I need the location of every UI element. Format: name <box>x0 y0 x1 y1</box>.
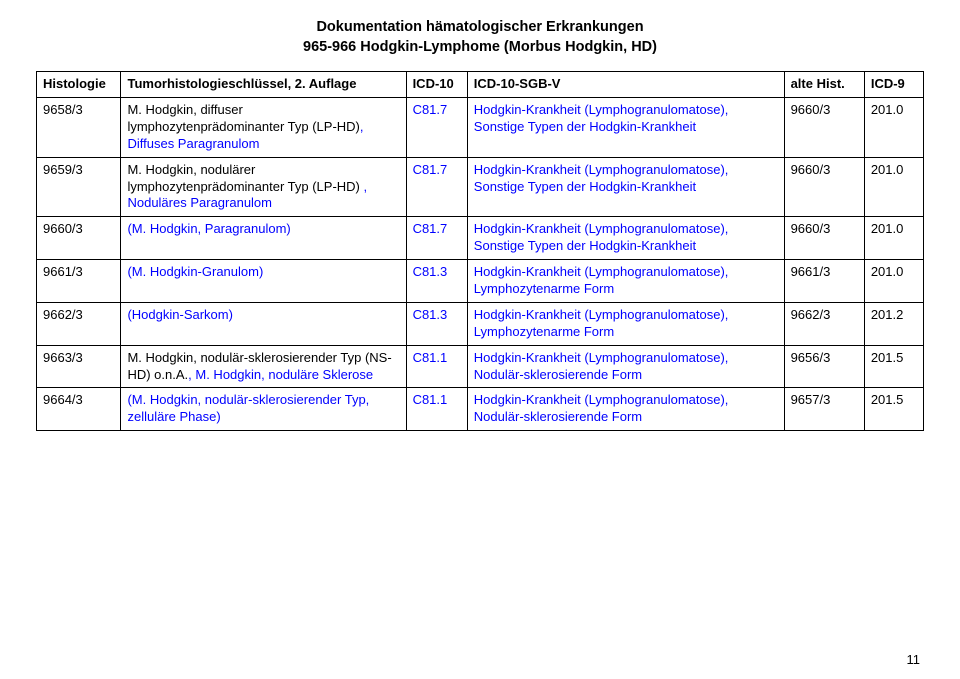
table-row: 9662/3 (Hodgkin-Sarkom) C81.3Hodgkin-Krank… <box>37 302 924 345</box>
table-row: 9659/3M. Hodgkin, nodulärer lymphozytenp… <box>37 157 924 217</box>
key-blue-text: (M. Hodgkin, nodulär-sklerosierender Typ… <box>127 392 369 424</box>
cell-icd9: 201.0 <box>864 260 923 303</box>
cell-alte: 9660/3 <box>784 157 864 217</box>
cell-histologie: 9660/3 <box>37 217 121 260</box>
cell-histologie: 9659/3 <box>37 157 121 217</box>
th-histologie: Histologie <box>37 72 121 98</box>
cell-alte: 9656/3 <box>784 345 864 388</box>
key-blue-text: (Hodgkin-Sarkom) <box>127 307 232 322</box>
data-table: Histologie Tumorhistologieschlüssel, 2. … <box>36 71 924 431</box>
th-icd10: ICD-10 <box>406 72 467 98</box>
cell-icd10: C81.7 <box>406 98 467 158</box>
cell-icd9: 201.5 <box>864 345 923 388</box>
cell-icd9: 201.2 <box>864 302 923 345</box>
key-black-text: M. Hodgkin, nodulärer lymphozytenprädomi… <box>127 162 363 194</box>
table-row: 9661/3 (M. Hodgkin-Granulom) C81.3Hodgkin-… <box>37 260 924 303</box>
cell-alte: 9660/3 <box>784 98 864 158</box>
cell-histologie: 9663/3 <box>37 345 121 388</box>
cell-sgbv: Hodgkin-Krankheit (Lymphogranulomatose),… <box>467 345 784 388</box>
th-alte: alte Hist. <box>784 72 864 98</box>
cell-sgbv: Hodgkin-Krankheit (Lymphogranulomatose),… <box>467 98 784 158</box>
cell-key: M. Hodgkin, diffuser lymphozytenprädomin… <box>121 98 406 158</box>
cell-sgbv: Hodgkin-Krankheit (Lymphogranulomatose),… <box>467 157 784 217</box>
key-blue-text: , M. Hodgkin, noduläre Sklerose <box>188 367 373 382</box>
cell-icd10: C81.7 <box>406 157 467 217</box>
cell-icd9: 201.0 <box>864 157 923 217</box>
cell-key: M. Hodgkin, nodulär-sklerosierender Typ … <box>121 345 406 388</box>
page-number: 11 <box>907 652 921 667</box>
table-row: 9658/3M. Hodgkin, diffuser lymphozytenpr… <box>37 98 924 158</box>
cell-key: (M. Hodgkin, nodulär-sklerosierender Typ… <box>121 388 406 431</box>
cell-key: (Hodgkin-Sarkom) <box>121 302 406 345</box>
cell-icd10: C81.3 <box>406 260 467 303</box>
page-title: Dokumentation hämatologischer Erkrankung… <box>36 18 924 57</box>
cell-icd9: 201.0 <box>864 98 923 158</box>
cell-icd10: C81.1 <box>406 388 467 431</box>
cell-histologie: 9662/3 <box>37 302 121 345</box>
table-row: 9663/3M. Hodgkin, nodulär-sklerosierende… <box>37 345 924 388</box>
table-row: 9660/3 (M. Hodgkin, Paragranulom) C81.7Hod… <box>37 217 924 260</box>
th-key: Tumorhistologieschlüssel, 2. Auflage <box>121 72 406 98</box>
cell-histologie: 9664/3 <box>37 388 121 431</box>
table-body: 9658/3M. Hodgkin, diffuser lymphozytenpr… <box>37 98 924 431</box>
cell-alte: 9661/3 <box>784 260 864 303</box>
cell-key: M. Hodgkin, nodulärer lymphozytenprädomi… <box>121 157 406 217</box>
key-blue-text: (M. Hodgkin-Granulom) <box>127 264 263 279</box>
table-header-row: Histologie Tumorhistologieschlüssel, 2. … <box>37 72 924 98</box>
cell-sgbv: Hodgkin-Krankheit (Lymphogranulomatose),… <box>467 302 784 345</box>
cell-alte: 9660/3 <box>784 217 864 260</box>
table-row: 9664/3(M. Hodgkin, nodulär-sklerosierend… <box>37 388 924 431</box>
cell-alte: 9662/3 <box>784 302 864 345</box>
cell-key: (M. Hodgkin-Granulom) <box>121 260 406 303</box>
cell-sgbv: Hodgkin-Krankheit (Lymphogranulomatose),… <box>467 260 784 303</box>
cell-sgbv: Hodgkin-Krankheit (Lymphogranulomatose),… <box>467 388 784 431</box>
title-line-2: 965-966 Hodgkin-Lymphome (Morbus Hodgkin… <box>36 38 924 58</box>
cell-sgbv: Hodgkin-Krankheit (Lymphogranulomatose),… <box>467 217 784 260</box>
cell-icd10: C81.1 <box>406 345 467 388</box>
key-black-text: M. Hodgkin, diffuser lymphozytenprädomin… <box>127 102 359 134</box>
cell-icd10: C81.3 <box>406 302 467 345</box>
cell-key: (M. Hodgkin, Paragranulom) <box>121 217 406 260</box>
cell-histologie: 9661/3 <box>37 260 121 303</box>
th-sgbv: ICD-10-SGB-V <box>467 72 784 98</box>
th-icd9: ICD-9 <box>864 72 923 98</box>
cell-histologie: 9658/3 <box>37 98 121 158</box>
cell-alte: 9657/3 <box>784 388 864 431</box>
key-blue-text: (M. Hodgkin, Paragranulom) <box>127 221 290 236</box>
title-line-1: Dokumentation hämatologischer Erkrankung… <box>36 18 924 38</box>
cell-icd9: 201.5 <box>864 388 923 431</box>
cell-icd10: C81.7 <box>406 217 467 260</box>
cell-icd9: 201.0 <box>864 217 923 260</box>
